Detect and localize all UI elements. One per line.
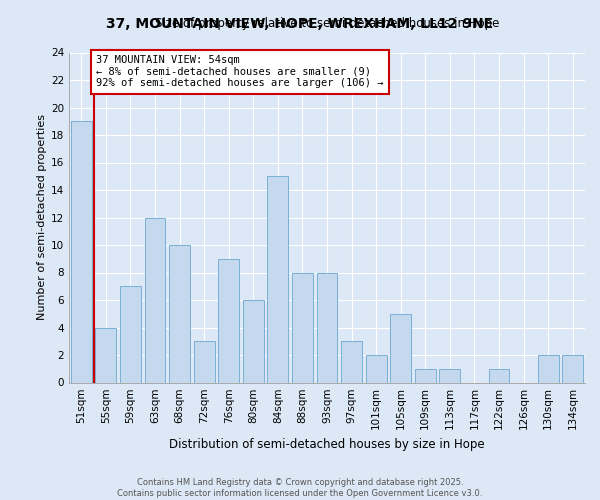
Bar xyxy=(194,341,215,382)
Bar xyxy=(562,355,583,382)
Bar xyxy=(292,272,313,382)
Title: Size of property relative to semi-detached houses in Hope: Size of property relative to semi-detach… xyxy=(155,18,499,30)
X-axis label: Distribution of semi-detached houses by size in Hope: Distribution of semi-detached houses by … xyxy=(169,438,485,451)
Bar xyxy=(415,369,436,382)
Text: 37, MOUNTAIN VIEW, HOPE, WREXHAM, LL12 9NE: 37, MOUNTAIN VIEW, HOPE, WREXHAM, LL12 9… xyxy=(106,18,494,32)
Y-axis label: Number of semi-detached properties: Number of semi-detached properties xyxy=(37,114,47,320)
Bar xyxy=(145,218,166,382)
Bar xyxy=(243,300,264,382)
Text: Contains HM Land Registry data © Crown copyright and database right 2025.
Contai: Contains HM Land Registry data © Crown c… xyxy=(118,478,482,498)
Bar xyxy=(120,286,141,382)
Text: 37 MOUNTAIN VIEW: 54sqm
← 8% of semi-detached houses are smaller (9)
92% of semi: 37 MOUNTAIN VIEW: 54sqm ← 8% of semi-det… xyxy=(96,55,383,88)
Bar xyxy=(218,259,239,382)
Bar xyxy=(169,245,190,382)
Bar xyxy=(95,328,116,382)
Bar xyxy=(390,314,411,382)
Bar xyxy=(488,369,509,382)
Bar xyxy=(268,176,289,382)
Bar xyxy=(365,355,386,382)
Bar xyxy=(538,355,559,382)
Bar xyxy=(317,272,337,382)
Bar xyxy=(439,369,460,382)
Bar xyxy=(341,341,362,382)
Bar xyxy=(71,121,92,382)
